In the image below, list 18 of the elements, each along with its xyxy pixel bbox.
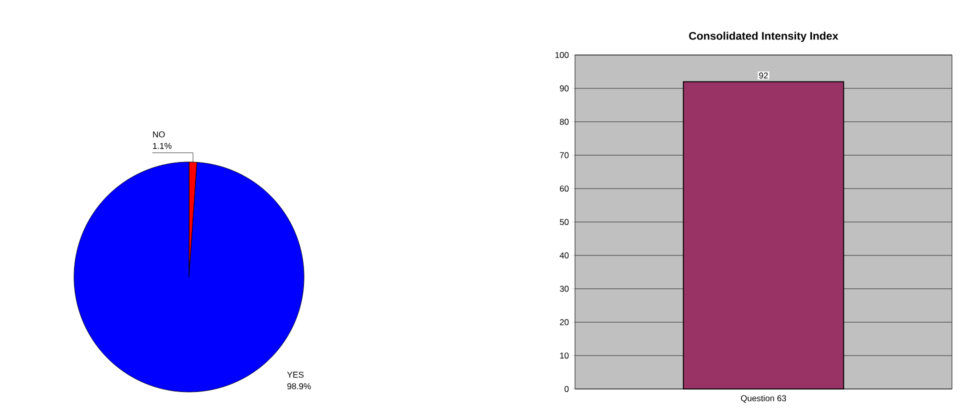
y-tick-label: 20 [560,319,569,326]
y-tick-label: 40 [560,252,569,258]
slice-label: NO [153,131,165,138]
y-tick-label: 100 [555,52,569,58]
data-label: 92 [759,72,768,79]
y-tick-label: 80 [560,118,569,125]
y-tick-label: 60 [560,186,569,192]
slice-label: YES [287,372,304,378]
data-label: 1.1% [153,142,172,149]
y-tick-label: 10 [560,352,569,359]
y-tick-label: 90 [560,85,569,92]
y-tick-label: 70 [560,152,569,158]
x-tick-label: Question 63 [740,395,786,403]
y-tick-label: 0 [564,386,569,392]
y-tick-label: 50 [560,218,569,225]
y-tick-label: 30 [560,286,569,292]
data-label: 98.9% [287,383,311,390]
chart-title: Consolidated Intensity Index [689,32,838,42]
